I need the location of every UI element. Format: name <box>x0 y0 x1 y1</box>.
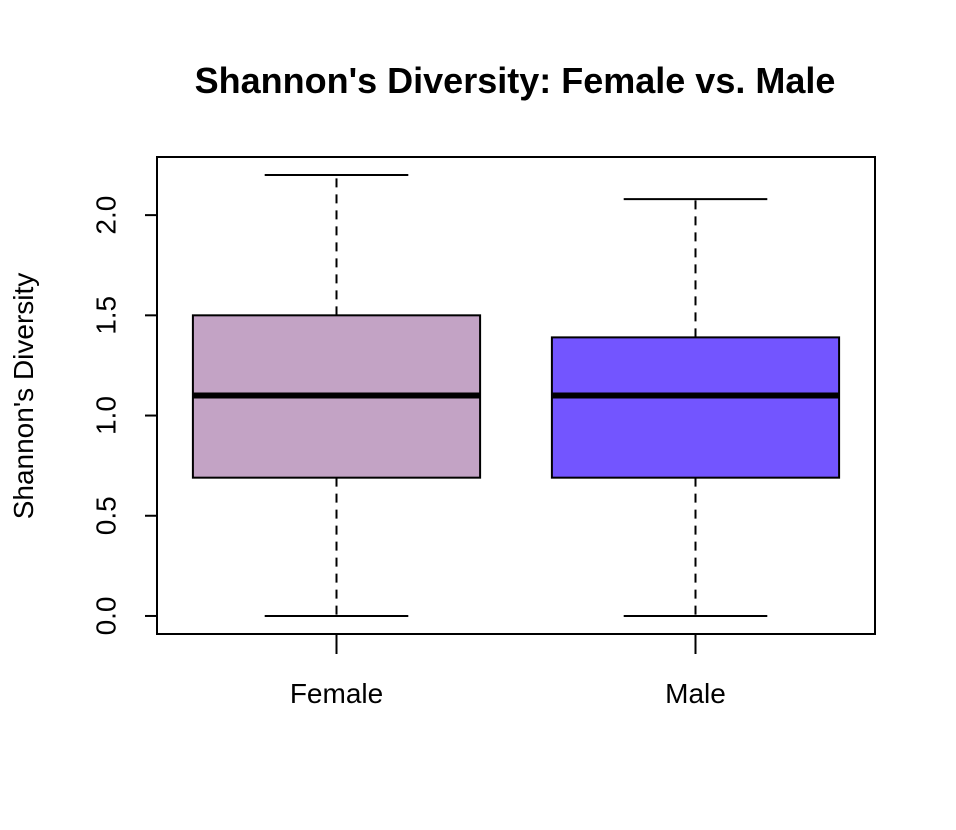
y-tick-label: 0.5 <box>90 496 121 535</box>
plot-area: 0.0 0.5 1.0 1.5 2.0 Female Male <box>90 156 876 709</box>
y-tick-label: 1.5 <box>90 296 121 335</box>
y-axis-label: Shannon's Diversity <box>8 273 39 520</box>
x-tick-label-male: Male <box>665 678 726 709</box>
y-tick-label: 2.0 <box>90 196 121 235</box>
y-tick-label: 0.0 <box>90 596 121 635</box>
x-tick-label-female: Female <box>290 678 383 709</box>
chart-title: Shannon's Diversity: Female vs. Male <box>195 60 836 101</box>
box-male <box>550 336 841 479</box>
y-tick-label: 1.0 <box>90 396 121 435</box>
